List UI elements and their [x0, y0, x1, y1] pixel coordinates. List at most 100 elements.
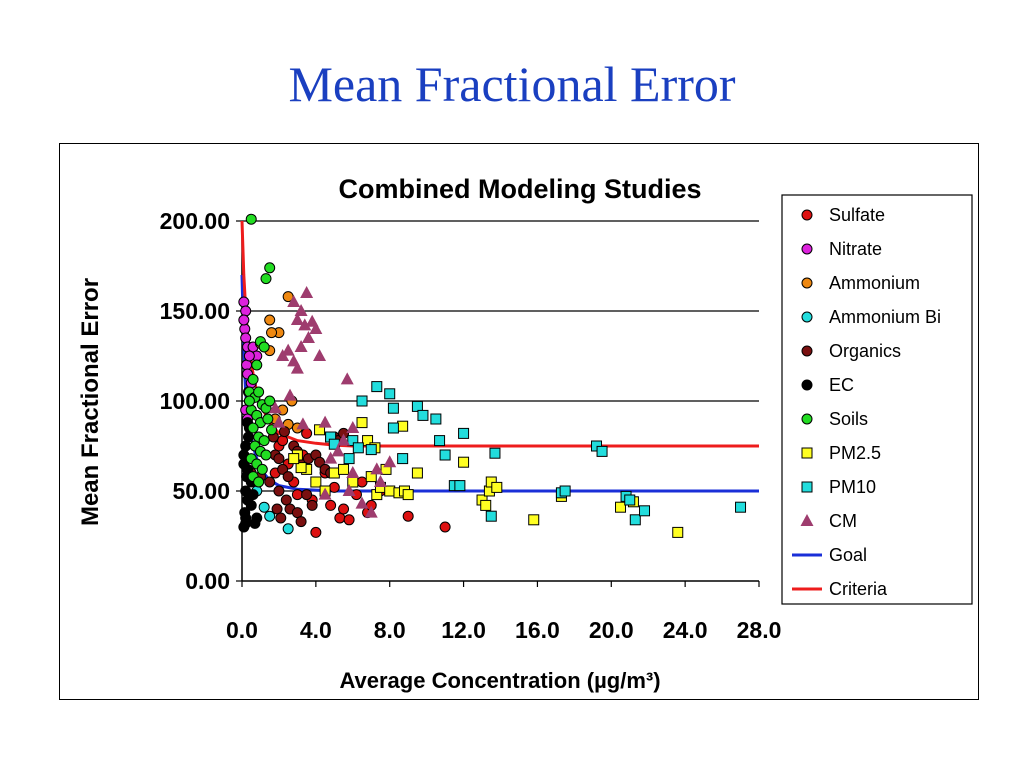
- ammonium-bi-point: [258, 501, 270, 513]
- soils-point: [258, 435, 270, 447]
- organics-point: [280, 494, 292, 506]
- ec-point: [238, 458, 250, 470]
- cm-point: [313, 349, 327, 361]
- sulfate-point: [301, 427, 313, 439]
- legend-label-criteria: Criteria: [829, 579, 888, 599]
- soils-point: [247, 422, 259, 434]
- pm10-point: [384, 388, 396, 400]
- pm10-point: [624, 494, 636, 506]
- ec-point: [249, 517, 261, 529]
- cm-point: [342, 484, 356, 496]
- cm-point: [298, 318, 312, 331]
- x-tick-label: 24.0: [663, 617, 708, 643]
- cm-point: [290, 361, 304, 374]
- pm2-5-point: [338, 463, 350, 475]
- cm-point: [346, 421, 360, 433]
- sulfate-point: [277, 435, 289, 447]
- legend-label-goal: Goal: [829, 545, 867, 565]
- ec-point: [245, 499, 257, 511]
- pm10-point: [596, 445, 608, 457]
- legend-label-nitrate: Nitrate: [829, 239, 882, 259]
- legend-swatch-nitrate: [801, 243, 813, 255]
- legend-swatch-organics: [801, 345, 813, 357]
- organics-point: [295, 516, 307, 528]
- organics-point: [273, 485, 285, 497]
- legend-swatch-ammonium: [801, 277, 813, 289]
- soils-point: [264, 262, 276, 274]
- soils-point: [251, 359, 263, 371]
- y-tick-label: 100.00: [160, 388, 230, 414]
- legend-swatch-pm10: [801, 481, 813, 493]
- cm-point: [287, 295, 301, 307]
- cm-point: [383, 455, 397, 468]
- pm10-point: [489, 447, 501, 459]
- cm-point: [370, 462, 384, 475]
- soils-point: [262, 413, 274, 425]
- cm-point: [294, 340, 308, 352]
- nitrate-point: [240, 332, 252, 344]
- pm10-point: [430, 413, 442, 425]
- pm10-point: [365, 444, 377, 456]
- legend-swatch-soils: [801, 413, 813, 425]
- soils-point: [260, 449, 272, 461]
- legend-label-pm10: PM10: [829, 477, 876, 497]
- nitrate-point: [241, 359, 253, 371]
- pm2-5-point: [411, 467, 423, 479]
- cm-point: [373, 475, 387, 487]
- organics-point: [291, 507, 303, 519]
- cm-point: [324, 451, 338, 464]
- x-tick-label: 20.0: [589, 617, 634, 643]
- x-tick-label: 0.0: [226, 617, 258, 643]
- soils-point: [256, 463, 268, 475]
- legend-swatch-ec: [801, 379, 813, 391]
- pm2-5-point: [402, 489, 414, 501]
- sulfate-point: [325, 499, 337, 511]
- sulfate-point: [343, 514, 355, 526]
- cm-point: [268, 401, 282, 414]
- y-tick-label: 0.00: [185, 568, 230, 594]
- chart-svg: Combined Modeling Studies Mean Fractiona…: [77, 174, 973, 693]
- ec-point: [240, 440, 252, 452]
- legend-box: [781, 194, 973, 605]
- legend-swatch-cm: [800, 514, 814, 526]
- soils-point: [243, 395, 255, 407]
- chart-frame: Combined Modeling Studies Mean Fractiona…: [59, 143, 979, 700]
- legend-label-pm2-5: PM2.5: [829, 443, 881, 463]
- pm2-5-point: [397, 420, 409, 432]
- nitrate-point: [238, 314, 250, 326]
- ec-point: [247, 489, 259, 501]
- soils-point: [260, 273, 272, 285]
- x-tick-label: 28.0: [737, 617, 782, 643]
- ec-point: [242, 431, 254, 443]
- pm10-point: [629, 514, 641, 526]
- nitrate-point: [238, 296, 250, 308]
- sulfate-point: [328, 481, 340, 493]
- x-tick-label: 12.0: [441, 617, 486, 643]
- pm10-point: [397, 453, 409, 465]
- pm10-point: [439, 449, 451, 461]
- nitrate-point: [240, 305, 252, 317]
- legend-swatch-sulfate: [801, 209, 813, 221]
- organics-point: [278, 426, 290, 438]
- ec-point: [240, 512, 252, 524]
- cm-point: [355, 496, 369, 509]
- pm2-5-point: [672, 526, 684, 538]
- organics-point: [275, 512, 287, 524]
- pm10-point: [485, 510, 497, 522]
- cm-point: [296, 417, 310, 430]
- pm10-point: [434, 435, 446, 447]
- pm10-point: [347, 435, 359, 447]
- ammonium-point: [264, 314, 276, 326]
- pm10-point: [639, 505, 651, 517]
- sulfate-point: [334, 512, 346, 524]
- pm2-5-point: [356, 417, 368, 429]
- pm10-point: [454, 480, 466, 492]
- soils-point: [245, 213, 257, 225]
- legend-label-ammonium: Ammonium: [829, 273, 920, 293]
- nitrate-point: [243, 350, 255, 362]
- pm10-point: [411, 400, 423, 412]
- organics-point: [301, 489, 313, 501]
- nitrate-point: [239, 323, 251, 335]
- pm10-point: [735, 501, 747, 513]
- x-axis-label: Average Concentration (µg/m³): [339, 668, 660, 693]
